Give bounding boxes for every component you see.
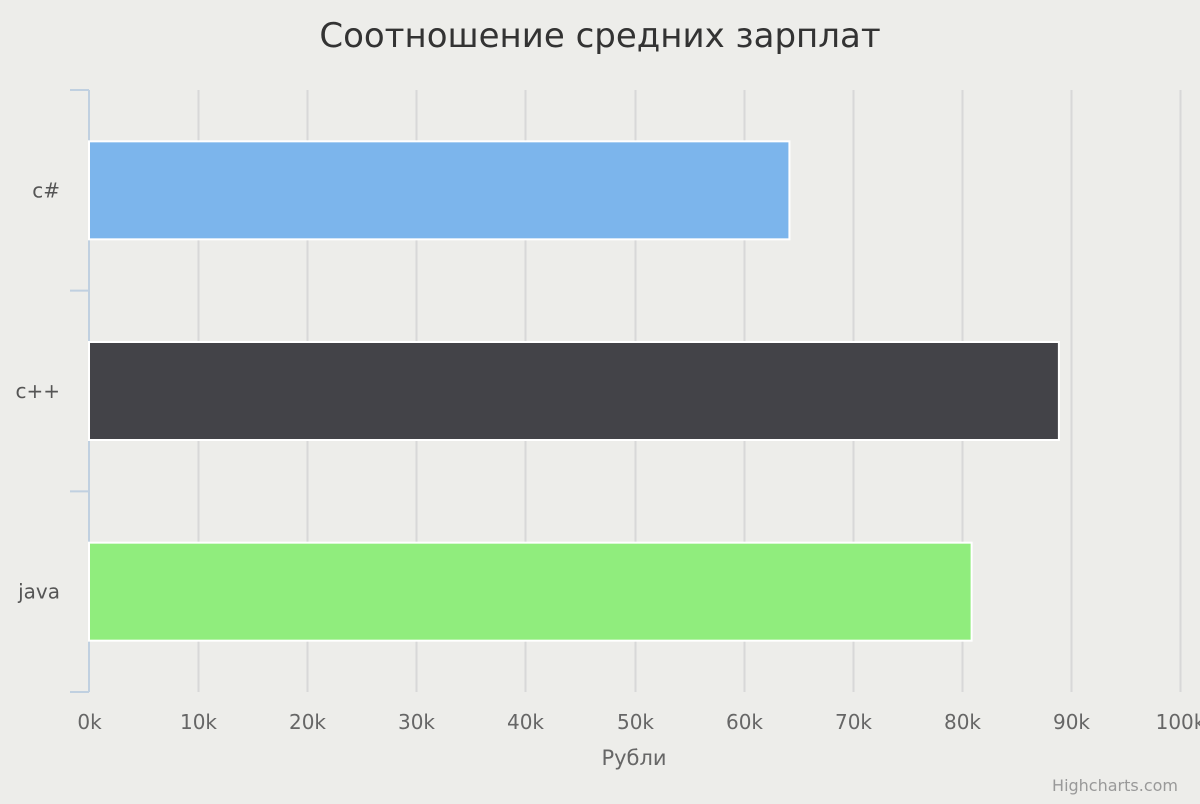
value-axis-ticks: 0k 10k 20k 30k 40k 50k 60k 70k 80k 90k 100k [77, 710, 1200, 734]
x-tick-label: 10k [180, 710, 217, 734]
x-tick-label: 80k [944, 710, 981, 734]
x-tick-label: 90k [1053, 710, 1090, 734]
x-tick-label: 30k [398, 710, 435, 734]
x-tick-label: 50k [617, 710, 654, 734]
x-tick-label: 40k [507, 710, 544, 734]
bar-c++[interactable] [88, 341, 1060, 441]
x-tick-label: 70k [835, 710, 872, 734]
x-tick-label: 20k [289, 710, 326, 734]
bar-c#[interactable] [88, 140, 791, 241]
chart-title: Соотношение средних зарплат [319, 16, 880, 56]
y-category-label: c# [32, 178, 60, 202]
x-tick-label: 100k [1156, 710, 1200, 734]
y-category-label: java [17, 580, 60, 604]
y-category-label: c++ [15, 379, 60, 403]
bars [88, 140, 1060, 642]
bar-java[interactable] [88, 541, 973, 642]
x-tick-label: 0k [77, 710, 102, 734]
credits-link[interactable]: Highcharts.com [1052, 776, 1178, 795]
x-axis-title: Рубли [601, 746, 666, 770]
x-tick-label: 60k [726, 710, 763, 734]
